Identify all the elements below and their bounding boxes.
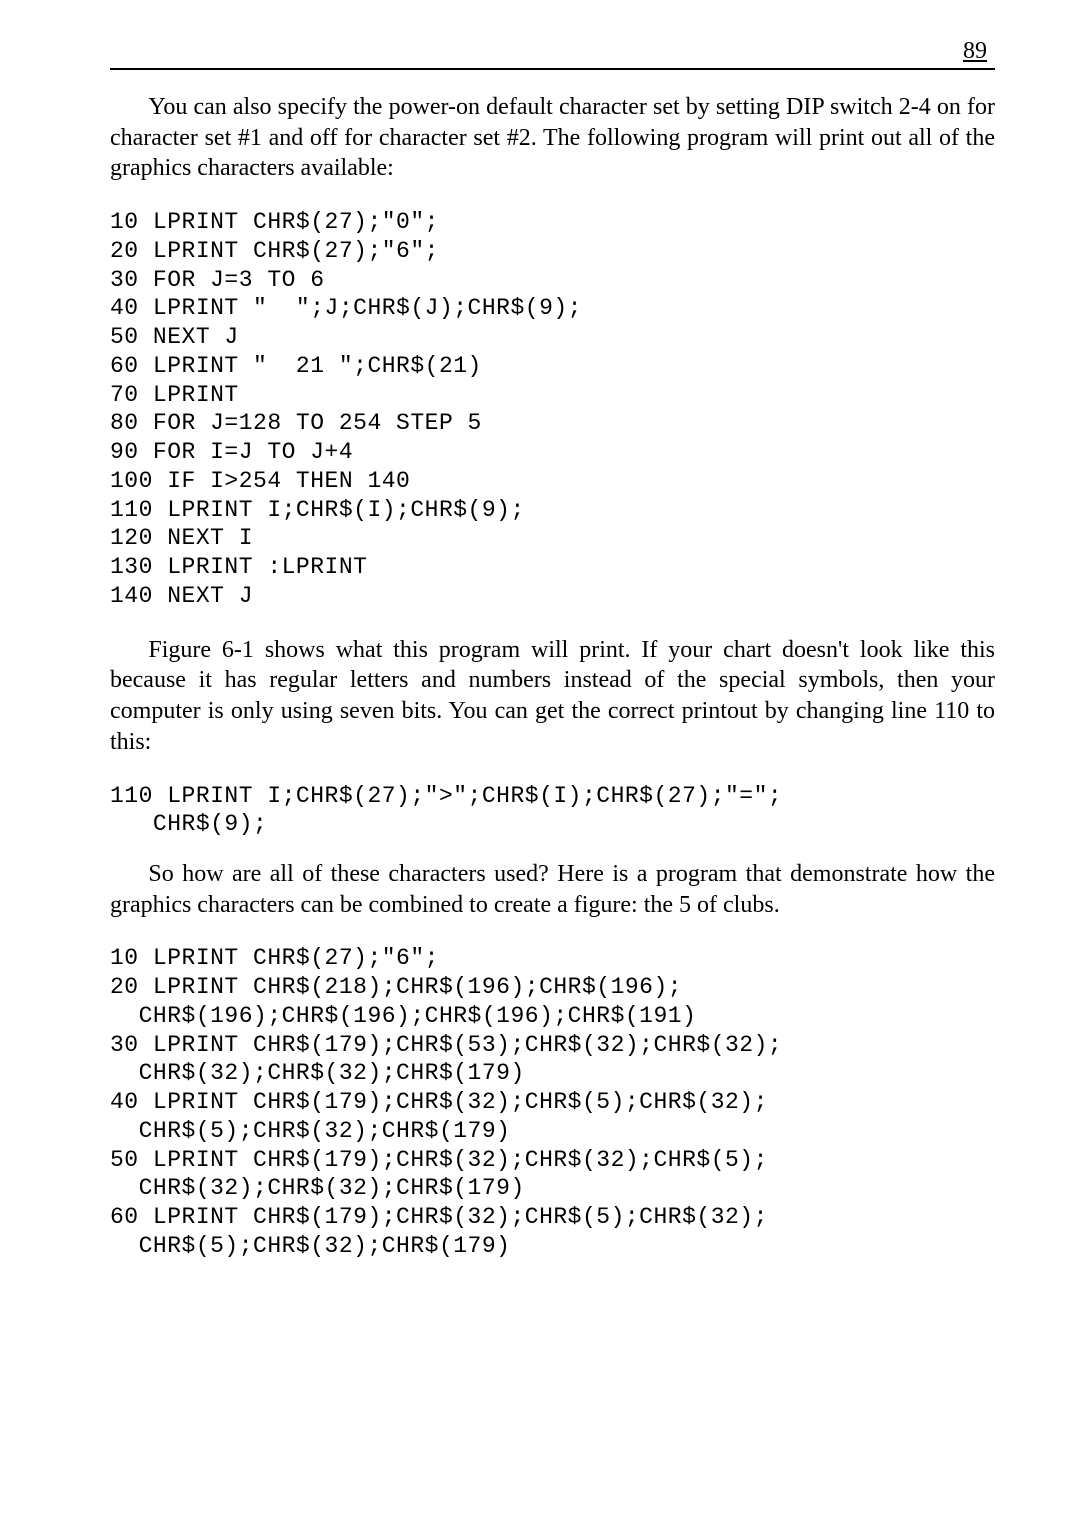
code-block-2: 110 LPRINT I;CHR$(27);">";CHR$(I);CHR$(2… bbox=[110, 782, 995, 840]
page-number: 89 bbox=[110, 38, 995, 65]
code-block-1: 10 LPRINT CHR$(27);"0"; 20 LPRINT CHR$(2… bbox=[110, 208, 995, 611]
paragraph-3: So how are all of these characters used?… bbox=[110, 859, 995, 920]
paragraph-2: Figure 6-1 shows what this program will … bbox=[110, 635, 995, 758]
header-rule bbox=[110, 68, 995, 70]
page: 89 You can also specify the power-on def… bbox=[0, 0, 1080, 1528]
code-block-3: 10 LPRINT CHR$(27);"6"; 20 LPRINT CHR$(2… bbox=[110, 944, 995, 1260]
paragraph-1: You can also specify the power-on defaul… bbox=[110, 92, 995, 184]
